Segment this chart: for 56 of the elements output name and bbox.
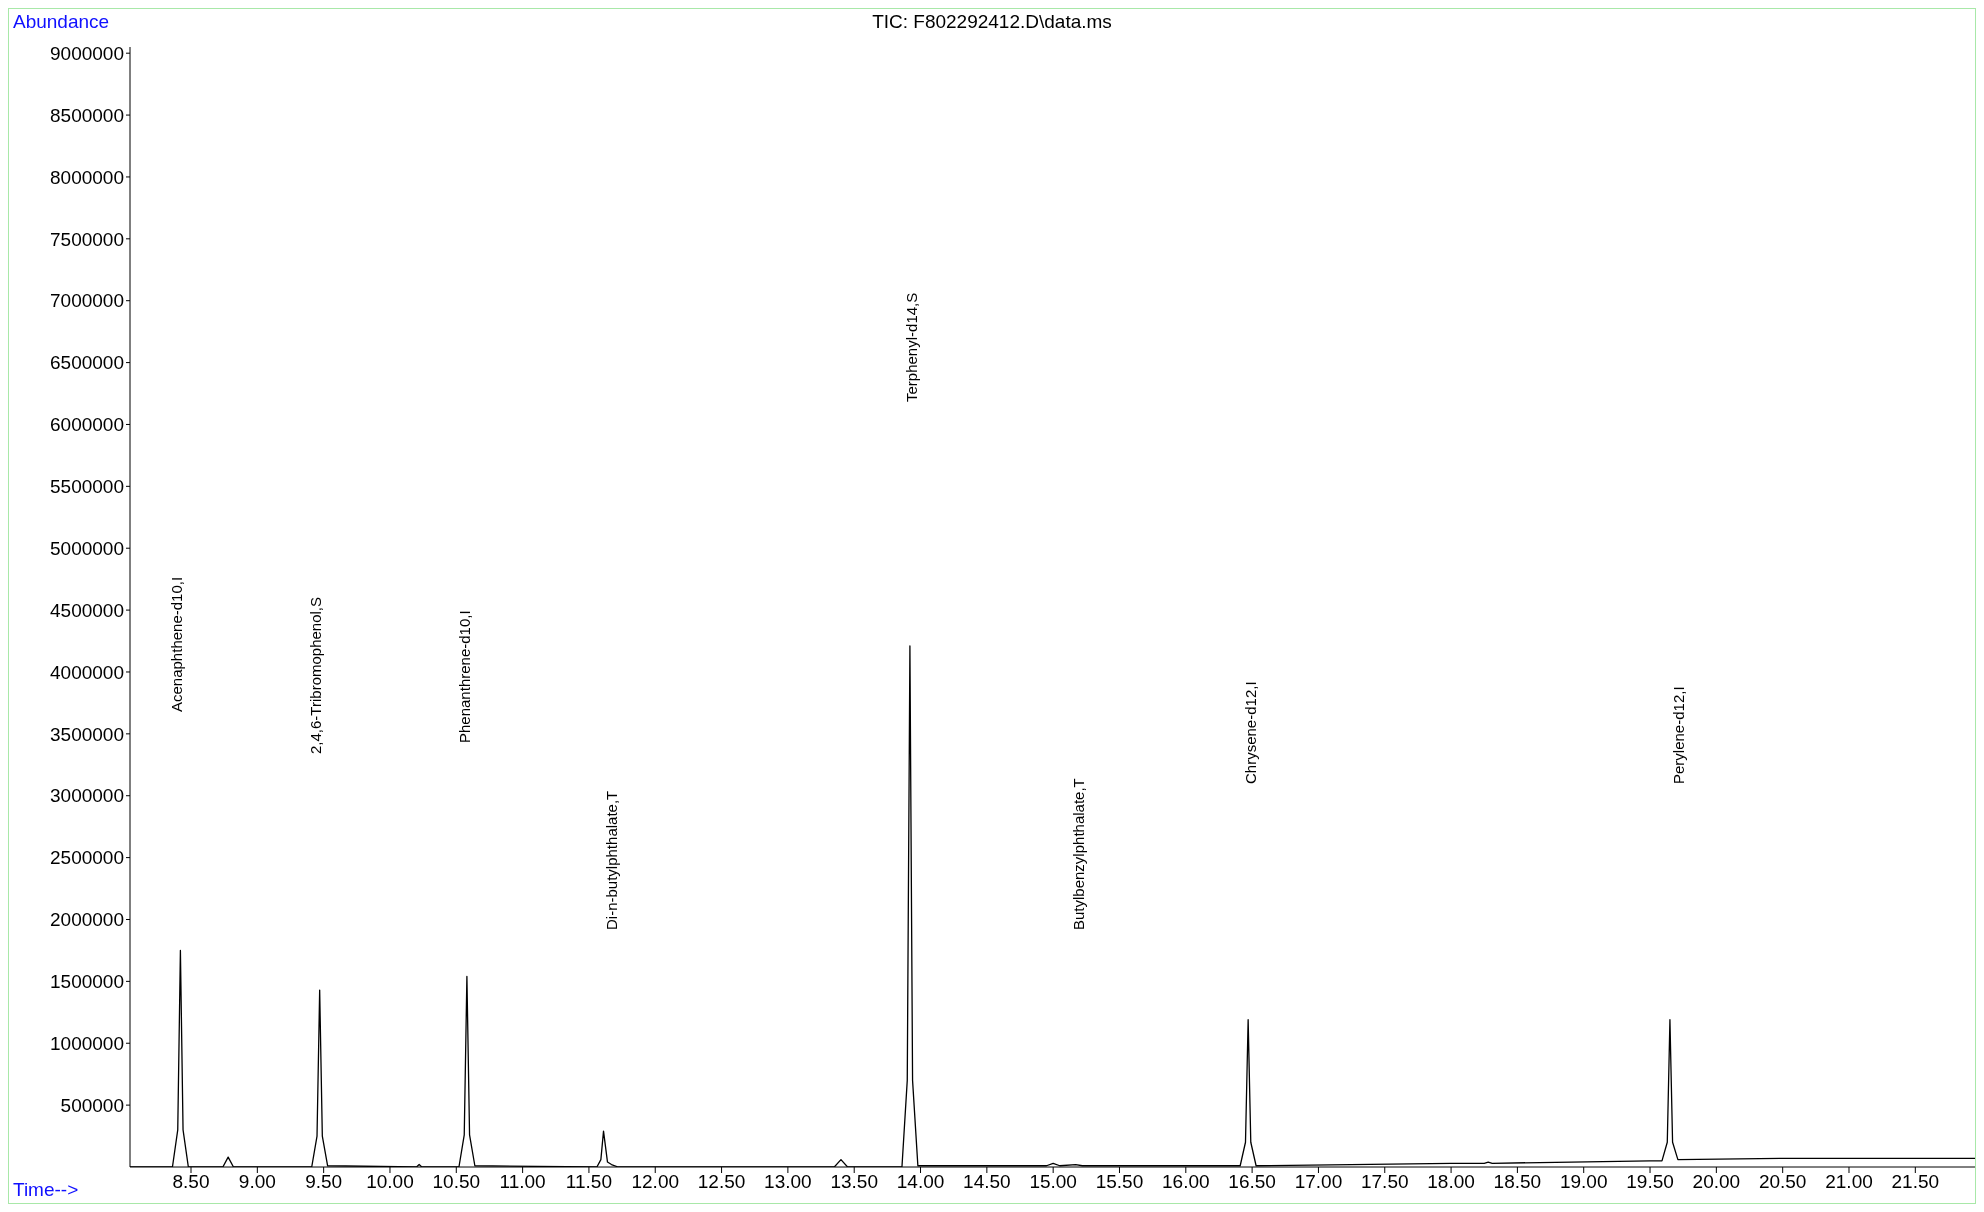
y-tick-label: 6500000 [50, 352, 124, 374]
x-tick-label: 13.50 [830, 1171, 878, 1193]
y-tick-label: 3500000 [50, 723, 124, 745]
x-tick-label: 18.00 [1427, 1171, 1475, 1193]
annotation: Butylbenzylphthalate,T [1070, 778, 1087, 930]
x-tick-label: 12.50 [697, 1171, 746, 1193]
y-tick-label: 5000000 [50, 537, 124, 559]
x-tick-label: 14.50 [963, 1171, 1011, 1193]
x-tick-label: 10.00 [366, 1171, 414, 1193]
y-tick-label: 1000000 [50, 1032, 124, 1054]
annotation: Phenanthrene-d10,I [456, 610, 473, 743]
y-tick-label: 7000000 [50, 290, 124, 312]
annotation: Terphenyl-d14,S [903, 292, 920, 402]
x-tick-label: 11.50 [565, 1171, 612, 1193]
y-tick-label: 6000000 [50, 414, 124, 436]
y-tick-label: 8000000 [50, 166, 124, 188]
x-tick-label: 18.50 [1493, 1171, 1542, 1193]
x-tick-label: 12.00 [631, 1171, 680, 1193]
x-tick-label: 9.50 [305, 1171, 343, 1193]
x-tick-label: 17.00 [1294, 1171, 1343, 1193]
x-tick-label: 15.00 [1029, 1171, 1077, 1193]
x-tick-label: 19.50 [1626, 1171, 1674, 1193]
annotation: Chrysene-d12,I [1242, 681, 1259, 784]
x-axis-title: Time--> [13, 1179, 79, 1201]
y-tick-label: 4500000 [50, 599, 124, 621]
y-tick-label: 3000000 [50, 785, 124, 807]
x-tick-label: 17.50 [1360, 1171, 1409, 1193]
annotation: Acenaphthene-d10,I [168, 576, 185, 712]
y-tick-label: 500000 [60, 1094, 124, 1116]
x-tick-label: 21.00 [1825, 1171, 1873, 1193]
chart-title: TIC: F802292412.D\data.ms [872, 11, 1112, 32]
x-tick-label: 20.50 [1758, 1171, 1807, 1193]
x-tick-label: 16.50 [1228, 1171, 1276, 1193]
y-tick-label: 4000000 [50, 661, 124, 683]
x-tick-label: 16.00 [1162, 1171, 1210, 1193]
x-tick-label: 14.00 [896, 1171, 945, 1193]
annotation: Perylene-d12,I [1670, 686, 1687, 784]
x-tick-label: 21.50 [1891, 1171, 1940, 1193]
y-tick-label: 1500000 [50, 971, 124, 993]
y-tick-label: 9000000 [50, 42, 124, 64]
x-tick-label: 9.00 [238, 1171, 276, 1193]
x-tick-label: 20.00 [1692, 1171, 1741, 1193]
x-tick-label: 19.00 [1559, 1171, 1608, 1193]
annotation: Di-n-butylphthalate,T [603, 790, 620, 930]
x-tick-label: 10.50 [432, 1171, 481, 1193]
y-axis-title: Abundance [13, 11, 110, 33]
x-tick-label: 11.00 [499, 1171, 546, 1193]
y-tick-label: 7500000 [50, 228, 124, 250]
x-tick-label: 8.50 [172, 1171, 210, 1193]
x-tick-label: 13.00 [764, 1171, 812, 1193]
y-tick-label: 5500000 [50, 476, 124, 498]
annotation: 2,4,6-Tribromophenol,S [307, 596, 324, 754]
y-tick-label: 2500000 [50, 847, 124, 869]
x-tick-label: 15.50 [1095, 1171, 1144, 1193]
y-tick-label: 8500000 [50, 104, 124, 126]
y-tick-label: 2000000 [50, 909, 124, 931]
